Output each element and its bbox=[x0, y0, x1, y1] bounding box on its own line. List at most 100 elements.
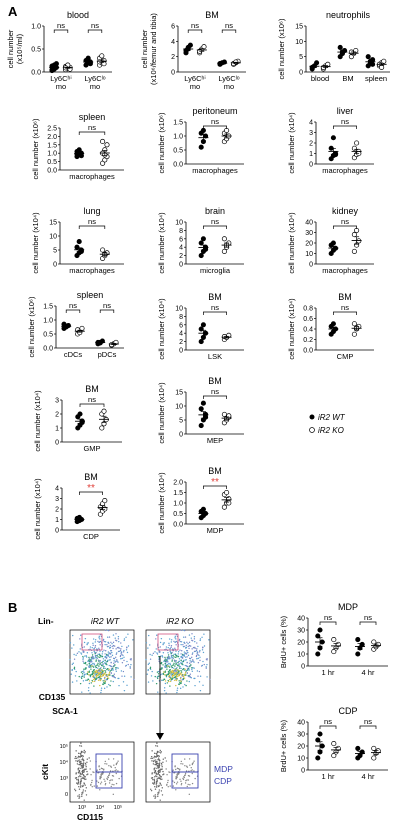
flow-event bbox=[159, 770, 162, 772]
flow-event bbox=[157, 757, 160, 759]
flow-event bbox=[82, 770, 84, 772]
flow-event bbox=[178, 680, 180, 682]
flow-event bbox=[167, 656, 170, 659]
y-tick-label: 8 bbox=[179, 314, 183, 321]
flow-event bbox=[99, 661, 101, 664]
ns-label: ns bbox=[211, 217, 219, 226]
flow-event bbox=[86, 679, 88, 681]
flow-event bbox=[120, 648, 122, 650]
flow-event bbox=[122, 670, 125, 673]
flow-event bbox=[152, 680, 154, 682]
flow-event bbox=[114, 769, 116, 772]
flow-event bbox=[165, 675, 168, 677]
flow-event bbox=[110, 641, 112, 643]
flow-event bbox=[113, 673, 116, 675]
scatter-panel: CDP BrdU+ cells (%) 0 10 20 30 40 1 hr ns 4 hr ns bbox=[279, 706, 388, 781]
flow-event bbox=[154, 769, 157, 772]
flow-event bbox=[164, 663, 166, 665]
flow-event bbox=[97, 670, 99, 672]
flow-event bbox=[175, 638, 177, 640]
flow-event bbox=[116, 652, 118, 654]
flow-event bbox=[157, 785, 160, 788]
flow-event bbox=[81, 759, 83, 761]
flow-event bbox=[188, 634, 191, 636]
flow-event bbox=[197, 645, 199, 648]
flow-event bbox=[152, 778, 154, 781]
flow-event bbox=[171, 675, 174, 677]
flow-event bbox=[158, 784, 160, 787]
flow-event bbox=[184, 765, 186, 767]
y-axis-label: cell number (x10⁶) bbox=[157, 112, 166, 174]
flow-event bbox=[178, 660, 180, 663]
flow-event bbox=[184, 642, 186, 644]
flow-event bbox=[130, 663, 132, 666]
flow-event bbox=[194, 640, 196, 643]
legend-wt: iR2 WT bbox=[318, 413, 346, 422]
flow-event bbox=[191, 763, 194, 766]
flow-event bbox=[98, 766, 100, 768]
flow-event bbox=[172, 676, 174, 678]
flow-event bbox=[82, 670, 85, 672]
flow-event bbox=[192, 762, 194, 764]
flow-event bbox=[180, 682, 182, 685]
flow-event bbox=[80, 652, 82, 654]
flow-event bbox=[186, 668, 189, 670]
panel-title: lung bbox=[83, 206, 100, 216]
flow-event bbox=[93, 669, 96, 671]
significance-bracket bbox=[79, 403, 105, 407]
flow-event bbox=[197, 657, 200, 659]
flow-event bbox=[150, 675, 153, 677]
y-tick-label: 1.0 bbox=[43, 318, 53, 325]
y-tick-label: 20 bbox=[297, 640, 305, 647]
flow-event bbox=[186, 779, 188, 781]
flow-event bbox=[185, 665, 188, 667]
flow-event bbox=[182, 686, 184, 688]
flow-event bbox=[151, 777, 153, 779]
y-tick-label: 1 bbox=[309, 151, 313, 158]
wt-point bbox=[315, 755, 321, 761]
group-label: macrophages bbox=[69, 266, 115, 275]
flow-event bbox=[100, 687, 103, 689]
flow-event bbox=[205, 667, 207, 669]
flow-event bbox=[183, 776, 185, 779]
flow-event bbox=[84, 784, 86, 786]
flow-event bbox=[74, 789, 77, 792]
flow-event bbox=[157, 793, 159, 796]
flow-event bbox=[161, 768, 163, 770]
flow-event bbox=[179, 649, 181, 651]
flow-event bbox=[161, 673, 163, 675]
legend-wt-marker bbox=[309, 414, 315, 420]
flow-event bbox=[155, 772, 158, 774]
y-axis-label: cell number (x10⁴) bbox=[157, 212, 166, 274]
flow-event bbox=[176, 691, 178, 694]
flow-event bbox=[156, 677, 159, 680]
flow-event bbox=[177, 661, 179, 664]
flow-event bbox=[69, 642, 72, 644]
y-axis-label: cell number (x10⁶) bbox=[277, 18, 286, 80]
flow-event bbox=[196, 657, 198, 660]
flow-event bbox=[198, 651, 201, 653]
flow-event bbox=[84, 662, 87, 665]
flow-event bbox=[83, 752, 86, 754]
flow-event bbox=[179, 778, 181, 781]
flow-event bbox=[184, 636, 187, 638]
flow-event bbox=[203, 645, 206, 647]
flow-event bbox=[112, 668, 114, 671]
flow-event bbox=[106, 778, 109, 781]
flow-event bbox=[199, 638, 202, 640]
flow-event bbox=[102, 683, 104, 685]
flow-event bbox=[108, 653, 110, 655]
flow-event bbox=[199, 689, 202, 692]
y-tick-label: 1.5 bbox=[43, 304, 53, 311]
group-label: blood bbox=[311, 74, 329, 83]
flow-event bbox=[192, 659, 194, 661]
flow-event bbox=[81, 795, 83, 798]
flow-event bbox=[164, 757, 166, 759]
flow-event bbox=[162, 672, 165, 675]
flow-event bbox=[78, 788, 81, 790]
flow-event bbox=[101, 675, 103, 677]
y-tick-label: 30 bbox=[305, 230, 313, 237]
flow-event bbox=[99, 678, 101, 680]
flow-event bbox=[96, 676, 98, 678]
